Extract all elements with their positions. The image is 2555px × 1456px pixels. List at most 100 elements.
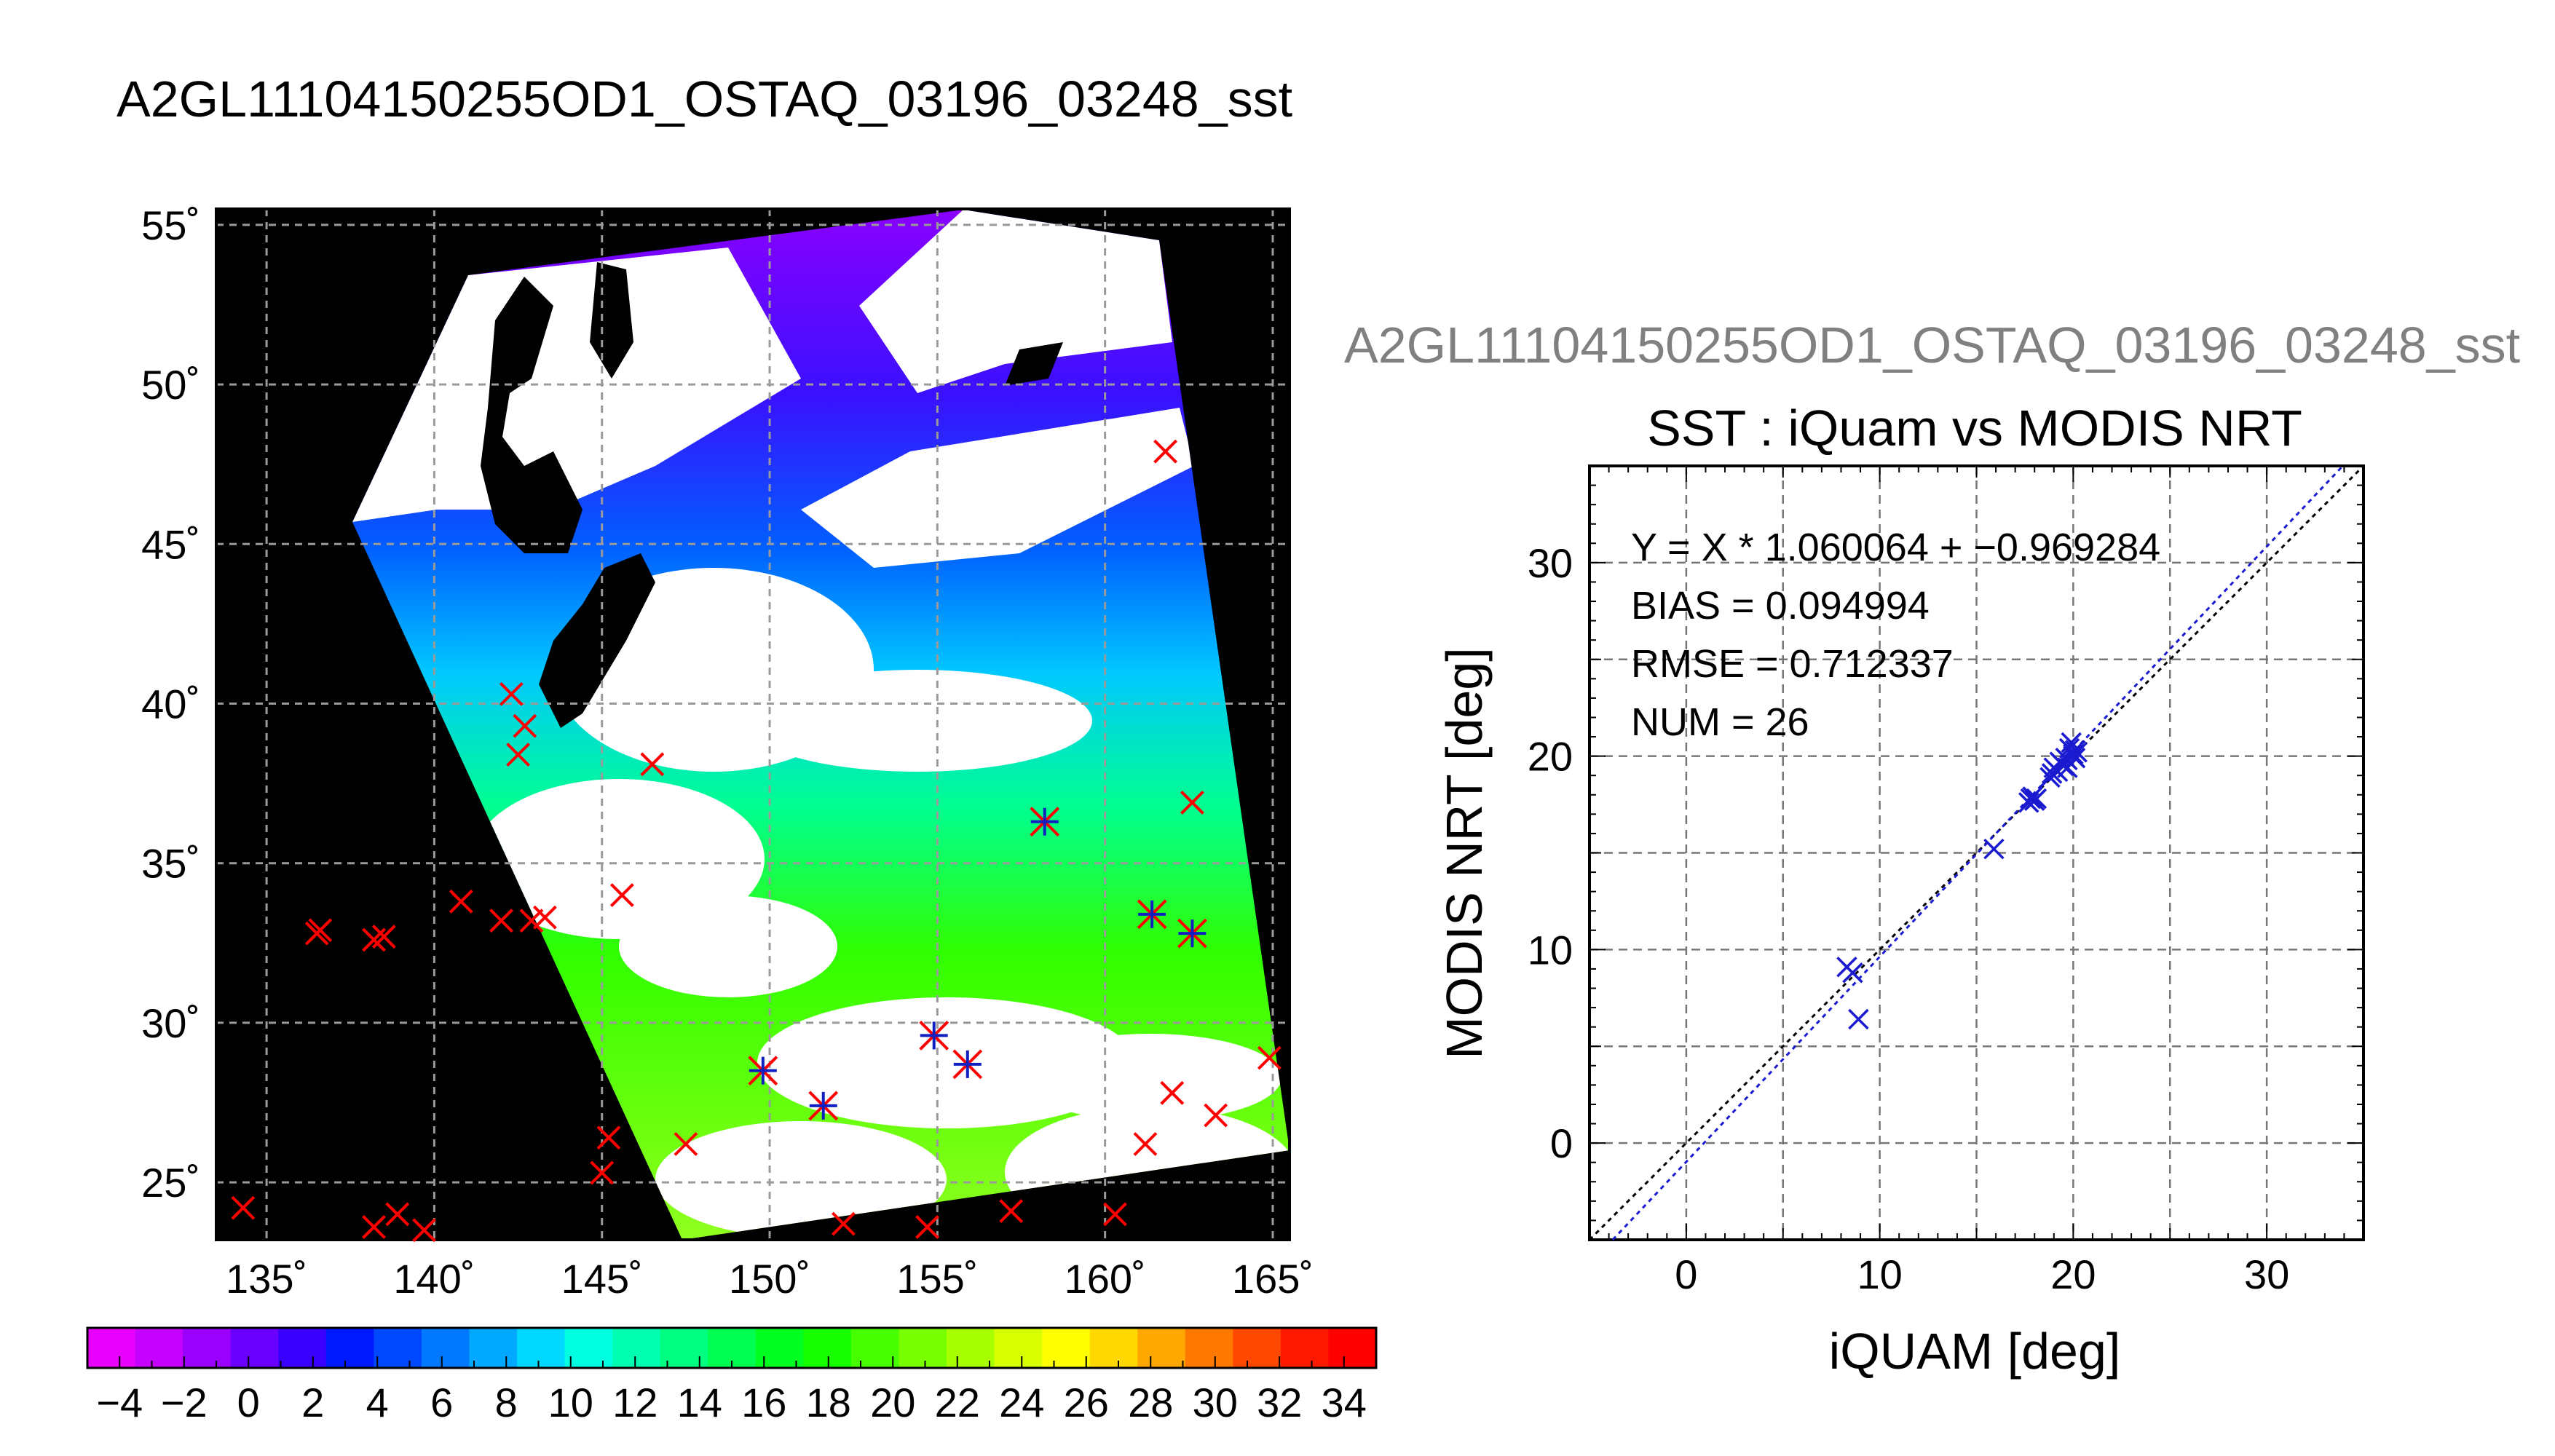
buoy-marker-x <box>231 1195 256 1220</box>
colorbar-segment <box>278 1328 327 1368</box>
colorbar-label: 26 <box>1064 1380 1109 1425</box>
map-x-tick-labels: 135˚ 140˚ 145˚ 150˚ 155˚ 160˚ 165˚ <box>226 1256 1314 1302</box>
map-grid <box>216 209 1290 1240</box>
buoy-marker-x <box>674 1132 698 1156</box>
colorbar <box>86 1326 1378 1369</box>
colorbar-label: −4 <box>96 1380 143 1425</box>
colorbar-label: 8 <box>495 1380 518 1425</box>
colorbar-segment <box>1137 1328 1186 1368</box>
colorbar-label: 16 <box>741 1380 786 1425</box>
buoy-marker-x <box>308 918 333 943</box>
map-y-tick-label: 45˚ <box>141 521 200 567</box>
colorbar-segment <box>1089 1328 1138 1368</box>
map-y-tick-label: 25˚ <box>141 1160 200 1206</box>
buoy-marker-x <box>1257 1045 1282 1070</box>
buoy-marker-x <box>1204 1103 1228 1128</box>
colorbar-segment <box>1280 1328 1329 1368</box>
buoy-marker-x <box>449 889 473 914</box>
buoy-marker-star <box>748 1056 778 1086</box>
map-x-tick-label: 150˚ <box>729 1256 810 1302</box>
buoy-marker-x <box>999 1199 1024 1223</box>
colorbar-label: 10 <box>548 1380 593 1425</box>
buoy-marker-star <box>1177 918 1207 949</box>
colorbar-segment <box>517 1328 566 1368</box>
colorbar-labels: −4 −2 0 2 4 6 8 10 12 14 16 18 20 22 24 26 28 30 32 34 <box>96 1380 1367 1425</box>
buoy-marker-x <box>499 681 524 706</box>
colorbar-segment <box>1042 1328 1091 1368</box>
colorbar-label: 34 <box>1322 1380 1367 1425</box>
colorbar-label: 18 <box>806 1380 851 1425</box>
buoy-marker-x <box>590 1160 615 1185</box>
map-x-tick-label: 135˚ <box>226 1256 307 1302</box>
map-y-tick-label: 50˚ <box>141 362 200 408</box>
colorbar-segment <box>135 1328 183 1368</box>
map-x-tick-label: 145˚ <box>561 1256 643 1302</box>
buoy-marker-x <box>385 1202 410 1227</box>
colorbar-segment <box>325 1328 374 1368</box>
buoy-marker-x <box>532 905 557 930</box>
buoy-marker-star <box>1030 807 1060 837</box>
map-y-tick-label: 30˚ <box>141 1000 200 1046</box>
colorbar-segment <box>1185 1328 1233 1368</box>
colorbar-segment <box>87 1328 136 1368</box>
buoy-marker-x <box>412 1218 437 1243</box>
buoy-marker-x <box>506 743 530 767</box>
buoy-marker-x <box>513 713 537 738</box>
map-x-tick-label: 140˚ <box>393 1256 475 1302</box>
buoy-marker-x <box>1153 439 1177 464</box>
colorbar-label: 12 <box>612 1380 657 1425</box>
colorbar-segment <box>947 1328 995 1368</box>
colorbar-segment <box>612 1328 661 1368</box>
buoy-marker-x <box>1103 1202 1127 1227</box>
colorbar-segment <box>899 1328 947 1368</box>
buoy-marker-x <box>489 909 513 933</box>
colorbar-segment <box>564 1328 613 1368</box>
colorbar-label: 2 <box>301 1380 324 1425</box>
map-y-tick-label: 35˚ <box>141 841 200 887</box>
colorbar-label: 28 <box>1128 1380 1173 1425</box>
colorbar-label: 6 <box>430 1380 453 1425</box>
colorbar-label: 30 <box>1193 1380 1238 1425</box>
buoy-marker-star <box>808 1091 839 1121</box>
colorbar-segment <box>803 1328 852 1368</box>
map-y-tick-labels: 55˚ 50˚ 45˚ 40˚ 35˚ 30˚ 25˚ <box>141 202 200 1206</box>
colorbar-segment <box>469 1328 518 1368</box>
buoy-marker-x <box>609 883 634 907</box>
colorbar-segment <box>850 1328 899 1368</box>
buoy-marker-x <box>1180 790 1204 815</box>
land-mass <box>481 262 1063 728</box>
map-x-tick-label: 165˚ <box>1232 1256 1314 1302</box>
buoy-marker-x <box>640 752 665 777</box>
scatter-subtitle: A2GL11104150255OD1_OSTAQ_03196_03248_sst <box>1344 317 2521 373</box>
map-y-tick-label: 55˚ <box>141 202 200 248</box>
map-markers <box>231 439 1282 1243</box>
colorbar-label: 20 <box>870 1380 915 1425</box>
buoy-marker-x <box>915 1215 939 1239</box>
colorbar-segment <box>994 1328 1043 1368</box>
colorbar-label: −2 <box>161 1380 208 1425</box>
buoy-marker-star <box>1137 899 1167 930</box>
buoy-marker-x <box>362 1215 386 1239</box>
map-x-tick-label: 160˚ <box>1065 1256 1146 1302</box>
colorbar-label: 24 <box>999 1380 1044 1425</box>
buoy-marker-x <box>371 925 396 949</box>
colorbar-segment <box>374 1328 422 1368</box>
colorbar-segment <box>230 1328 279 1368</box>
colorbar-segment <box>183 1328 232 1368</box>
map-frame <box>215 207 1291 1241</box>
buoy-marker-x <box>1160 1080 1185 1105</box>
colorbar-label: 32 <box>1257 1380 1302 1425</box>
page-title: A2GL11104150255OD1_OSTAQ_03196_03248_sst <box>117 71 1293 127</box>
buoy-marker-x <box>596 1125 621 1150</box>
map-x-tick-label: 155˚ <box>896 1256 978 1302</box>
map-y-tick-label: 40˚ <box>141 681 200 727</box>
colorbar-label: 14 <box>677 1380 722 1425</box>
buoy-marker-star <box>919 1021 949 1051</box>
colorbar-segment <box>1328 1328 1377 1368</box>
colorbar-segment <box>421 1328 470 1368</box>
colorbar-label: 4 <box>366 1380 389 1425</box>
colorbar-label: 22 <box>935 1380 980 1425</box>
buoy-marker-x <box>831 1211 856 1236</box>
buoy-marker-x <box>1133 1132 1158 1156</box>
